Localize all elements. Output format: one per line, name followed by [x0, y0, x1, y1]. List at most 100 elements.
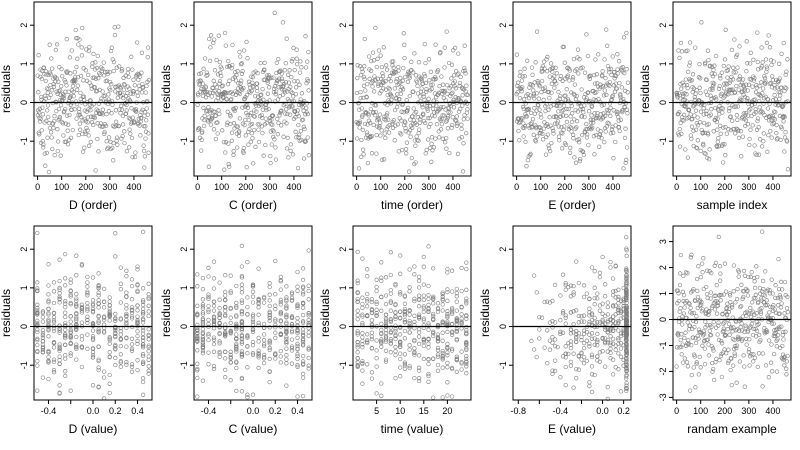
data-point: [36, 53, 41, 58]
data-point: [454, 338, 459, 343]
data-point: [712, 71, 718, 77]
data-point: [427, 78, 432, 83]
data-point: [449, 91, 454, 96]
data-point: [355, 317, 360, 322]
data-point: [245, 351, 250, 356]
data-point: [530, 83, 535, 88]
data-point: [407, 285, 412, 290]
data-point: [560, 330, 566, 335]
data-point: [76, 42, 81, 47]
data-point: [696, 372, 701, 377]
data-point: [776, 286, 782, 292]
data-point: [101, 60, 106, 65]
data-point: [107, 99, 112, 104]
data-point: [744, 336, 749, 341]
data-point: [453, 68, 459, 74]
data-point: [300, 393, 306, 399]
data-point: [129, 106, 134, 111]
data-point: [770, 291, 775, 296]
data-point: [370, 84, 375, 89]
data-point: [261, 343, 267, 349]
x-tick-label: 100: [533, 182, 548, 192]
data-point: [63, 276, 68, 281]
data-point: [300, 353, 306, 359]
data-point: [579, 87, 584, 92]
data-point: [725, 360, 731, 366]
data-point: [120, 133, 125, 139]
data-point: [405, 79, 411, 84]
data-point: [140, 298, 146, 303]
data-point: [379, 340, 384, 345]
data-point: [355, 249, 360, 255]
data-point: [426, 96, 431, 101]
data-point: [211, 321, 217, 327]
x-axis-label: D (order): [69, 198, 117, 212]
data-point: [679, 352, 684, 357]
data-point: [574, 67, 579, 72]
data-point: [113, 333, 118, 339]
data-point: [217, 349, 222, 355]
data-point: [234, 73, 239, 78]
data-point: [520, 74, 525, 79]
data-point: [678, 271, 683, 276]
data-point: [697, 85, 702, 90]
data-point: [358, 89, 363, 95]
data-point: [40, 309, 46, 314]
data-point: [355, 350, 360, 355]
data-point: [112, 25, 117, 30]
data-point: [417, 94, 423, 99]
data-point: [201, 105, 206, 110]
data-point: [546, 124, 551, 129]
data-point: [267, 315, 272, 321]
data-point: [547, 148, 553, 154]
data-point: [433, 42, 438, 47]
data-point: [680, 342, 685, 347]
data-point: [140, 361, 146, 366]
data-point: [222, 167, 227, 172]
data-point: [580, 149, 586, 154]
data-point: [784, 139, 790, 144]
data-point: [517, 95, 523, 101]
data-point: [80, 149, 86, 154]
data-point: [564, 106, 569, 112]
data-point: [128, 99, 133, 104]
data-point: [288, 89, 294, 94]
data-point: [111, 158, 116, 163]
data-point: [106, 97, 111, 102]
data-point: [211, 366, 217, 372]
data-point: [250, 352, 256, 357]
y-axis-label: residuals: [638, 65, 652, 113]
data-point: [124, 294, 129, 299]
data-point: [217, 321, 222, 326]
data-point: [103, 123, 109, 129]
data-point: [608, 334, 613, 339]
data-point: [295, 108, 300, 113]
data-point: [204, 70, 209, 75]
data-point: [624, 290, 629, 295]
data-point: [440, 296, 445, 302]
data-point: [718, 131, 723, 136]
data-point: [613, 123, 618, 128]
y-tick-label: -2: [658, 367, 668, 375]
data-point: [459, 265, 464, 271]
data-point: [438, 50, 443, 55]
plot-frame: [352, 225, 472, 401]
data-point: [113, 331, 118, 337]
data-point: [675, 95, 680, 100]
data-point: [35, 338, 40, 343]
data-point: [206, 362, 211, 367]
data-point: [558, 74, 564, 79]
data-point: [567, 150, 573, 155]
data-point: [374, 313, 379, 318]
data-point: [618, 346, 624, 351]
data-point: [144, 118, 149, 123]
data-point: [79, 53, 85, 58]
data-point: [775, 295, 780, 301]
data-point: [759, 306, 764, 311]
data-point: [729, 47, 735, 53]
data-point: [360, 331, 365, 336]
data-point: [566, 106, 571, 112]
data-point: [605, 385, 610, 390]
data-point: [379, 294, 384, 299]
data-point: [574, 334, 579, 340]
